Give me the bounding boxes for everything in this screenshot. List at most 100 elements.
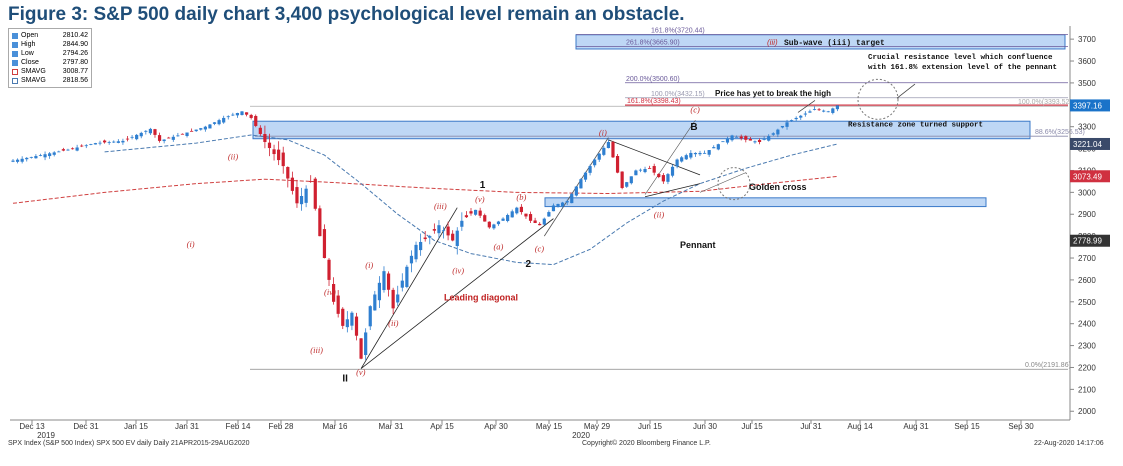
wave-label: (v) <box>356 367 366 377</box>
candle-body <box>61 149 65 151</box>
candle-body <box>336 295 340 314</box>
legend-item: SMAVG 3008.77 <box>12 67 88 76</box>
candle-body <box>460 220 464 227</box>
candle-body <box>547 212 551 217</box>
price-badge-label: 3397.16 <box>1073 101 1102 110</box>
wave-label: 1 <box>480 180 486 191</box>
y-tick-label: 3700 <box>1078 35 1096 44</box>
candle-body <box>409 255 414 264</box>
candle-body <box>167 137 171 139</box>
candle-body <box>235 113 240 116</box>
y-tick-label: 2200 <box>1078 363 1096 372</box>
candle-body <box>629 176 633 184</box>
golden-cross-circle <box>717 167 751 201</box>
candle-body <box>419 241 423 251</box>
candle-body <box>190 130 194 132</box>
x-tick-label: Aug 31 <box>903 422 929 431</box>
x-tick-label: Aug 14 <box>847 422 873 431</box>
legend-value: 2818.56 <box>62 77 88 84</box>
candle-body <box>790 120 794 122</box>
pennant-pointer-line <box>644 119 696 195</box>
x-tick-label: Jun 15 <box>638 422 663 431</box>
candle-body <box>38 155 43 156</box>
y-tick-label: 2900 <box>1078 210 1096 219</box>
candle-body <box>428 236 432 238</box>
wave-label: (i) <box>187 239 195 249</box>
wave-label: (iii) <box>434 201 447 211</box>
candle-body <box>652 166 656 173</box>
candle-body <box>528 214 533 221</box>
candle-body <box>258 127 262 134</box>
candle-body <box>322 229 327 259</box>
fib-label: 100.0%(3432.15) <box>651 91 705 98</box>
candle-body <box>368 306 372 327</box>
leading-diagonal-label: Leading diagonal <box>444 293 518 303</box>
candle-body <box>735 136 739 138</box>
crucial-label-line1: Crucial resistance level which confluenc… <box>868 54 1053 62</box>
zones-layer <box>252 34 1066 208</box>
break-high-label: Price has yet to break the high <box>715 89 831 98</box>
candle-body <box>725 138 730 143</box>
candle-body <box>318 208 322 237</box>
x-tick-label: Apr 15 <box>430 422 454 431</box>
candle-body <box>180 133 185 135</box>
candle-body <box>121 140 125 143</box>
candle-body <box>689 152 693 158</box>
wave-label: B <box>690 122 697 133</box>
candle-body <box>70 148 75 150</box>
subwave-target-label: Sub-wave (iii) target <box>784 39 885 48</box>
candle-body <box>670 166 675 176</box>
candle-body <box>240 111 244 116</box>
candle-body <box>579 179 583 189</box>
candle-body <box>538 223 542 226</box>
candle-body <box>785 122 789 127</box>
candle-body <box>602 147 606 155</box>
wave-label: (ii) <box>388 318 399 328</box>
candle-body <box>455 230 459 247</box>
candle-body <box>341 308 345 326</box>
candle-body <box>574 186 578 196</box>
x-tick-label: Feb 28 <box>269 422 294 431</box>
candle-body <box>112 141 116 143</box>
x-tick-label: Jan 15 <box>124 422 149 431</box>
wave-label: (b) <box>516 192 526 202</box>
candle-body <box>583 172 588 180</box>
candle-body <box>570 193 574 204</box>
candle-body <box>561 202 565 207</box>
x-tick-label: Dec 13 <box>19 422 45 431</box>
candle-body <box>808 111 812 113</box>
wave-label: (v) <box>475 194 485 204</box>
chart-title: Figure 3: S&P 500 daily chart 3,400 psyc… <box>8 4 685 25</box>
candle-body <box>212 122 217 124</box>
price-badge-label: 2778.99 <box>1073 237 1102 246</box>
candle-body <box>354 316 359 336</box>
subwave-label: (iii) <box>767 38 778 47</box>
sma-50-line <box>104 134 838 266</box>
candle-body <box>469 211 473 214</box>
legend-value: 3008.77 <box>62 68 88 75</box>
candle-body <box>739 136 743 139</box>
candle-body <box>730 135 734 141</box>
candle-body <box>551 205 556 212</box>
candle-body <box>519 206 523 213</box>
candle-body <box>350 312 354 326</box>
candle-body <box>606 142 610 149</box>
candle-body <box>157 135 162 141</box>
candle-body <box>524 213 528 217</box>
candle-body <box>153 129 157 135</box>
candle-body <box>684 155 688 160</box>
legend-item: Open 2810.42 <box>12 31 88 40</box>
golden-cross-label: Golden cross <box>749 182 807 192</box>
x-tick-label: May 29 <box>584 422 611 431</box>
golden-cross-pointer <box>699 172 746 193</box>
candle-body <box>565 201 569 203</box>
legend-value: 2794.26 <box>62 50 88 57</box>
candle-body <box>377 282 381 301</box>
candle-body <box>799 115 803 118</box>
wave-label: (a) <box>493 241 503 251</box>
candle-body <box>103 140 107 143</box>
fib-label: 100.0%(3393.52) <box>1018 99 1072 106</box>
candle-body <box>199 128 203 130</box>
legend-item: High 2844.90 <box>12 40 88 49</box>
candle-body <box>176 135 180 137</box>
